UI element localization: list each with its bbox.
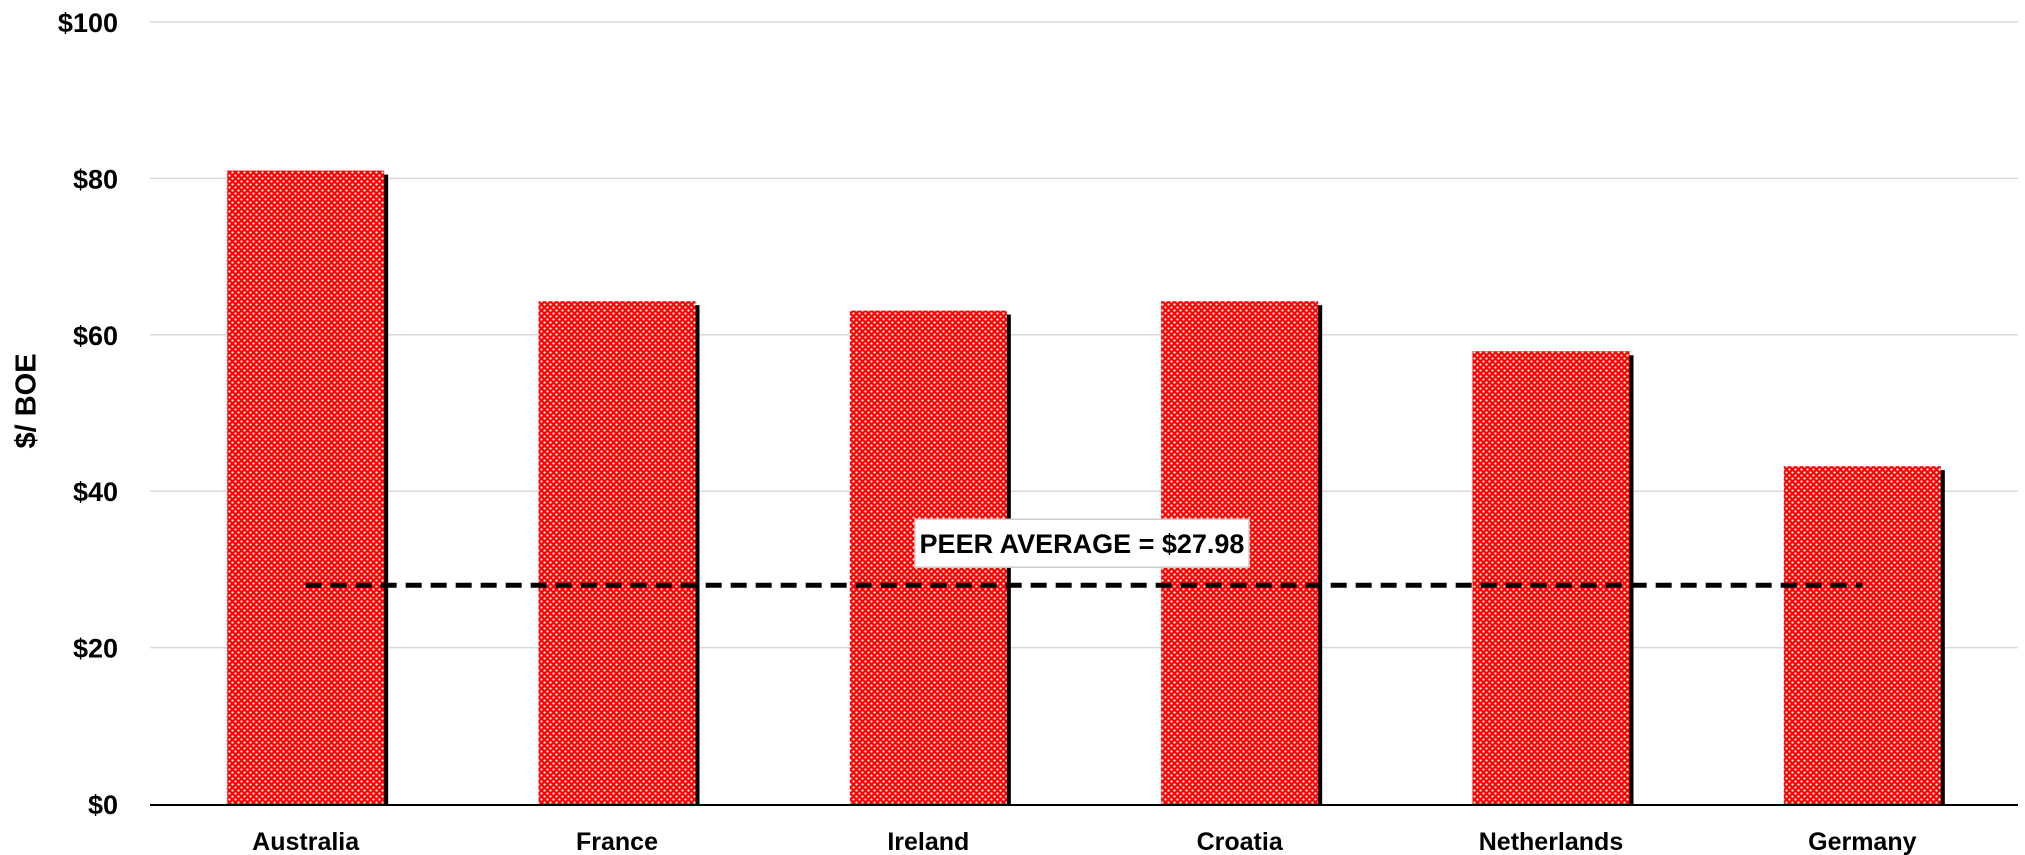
peer-average-label-box [914,518,1250,568]
y-tick-label: $80 [73,164,118,194]
y-axis-title: $/ BOE [11,353,43,448]
bar-germany [1783,466,1941,804]
category-label: Germany [1808,828,1916,855]
category-label: Australia [252,828,360,855]
y-tick-label: $0 [88,790,118,820]
bar-australia [227,170,385,804]
bar-netherlands [1472,351,1630,804]
category-label: Croatia [1197,828,1284,855]
bars [227,170,1945,804]
y-tick-label: $60 [73,321,118,351]
category-label: Netherlands [1479,828,1623,855]
category-label: France [576,828,658,855]
y-tick-label: $40 [73,477,118,507]
y-tick-label: $20 [73,634,118,664]
peer-average-label: PEER AVERAGE = $27.98 [920,529,1245,559]
peer-average-group: PEER AVERAGE = $27.98 [305,518,1863,588]
labels: $0 $20 $40 $60 $80 $100 Australia France Ireland… [11,8,1917,855]
gridlines [150,21,2018,649]
category-label: Ireland [887,828,969,855]
bar-france [538,301,696,804]
y-tick-label: $100 [58,8,118,38]
